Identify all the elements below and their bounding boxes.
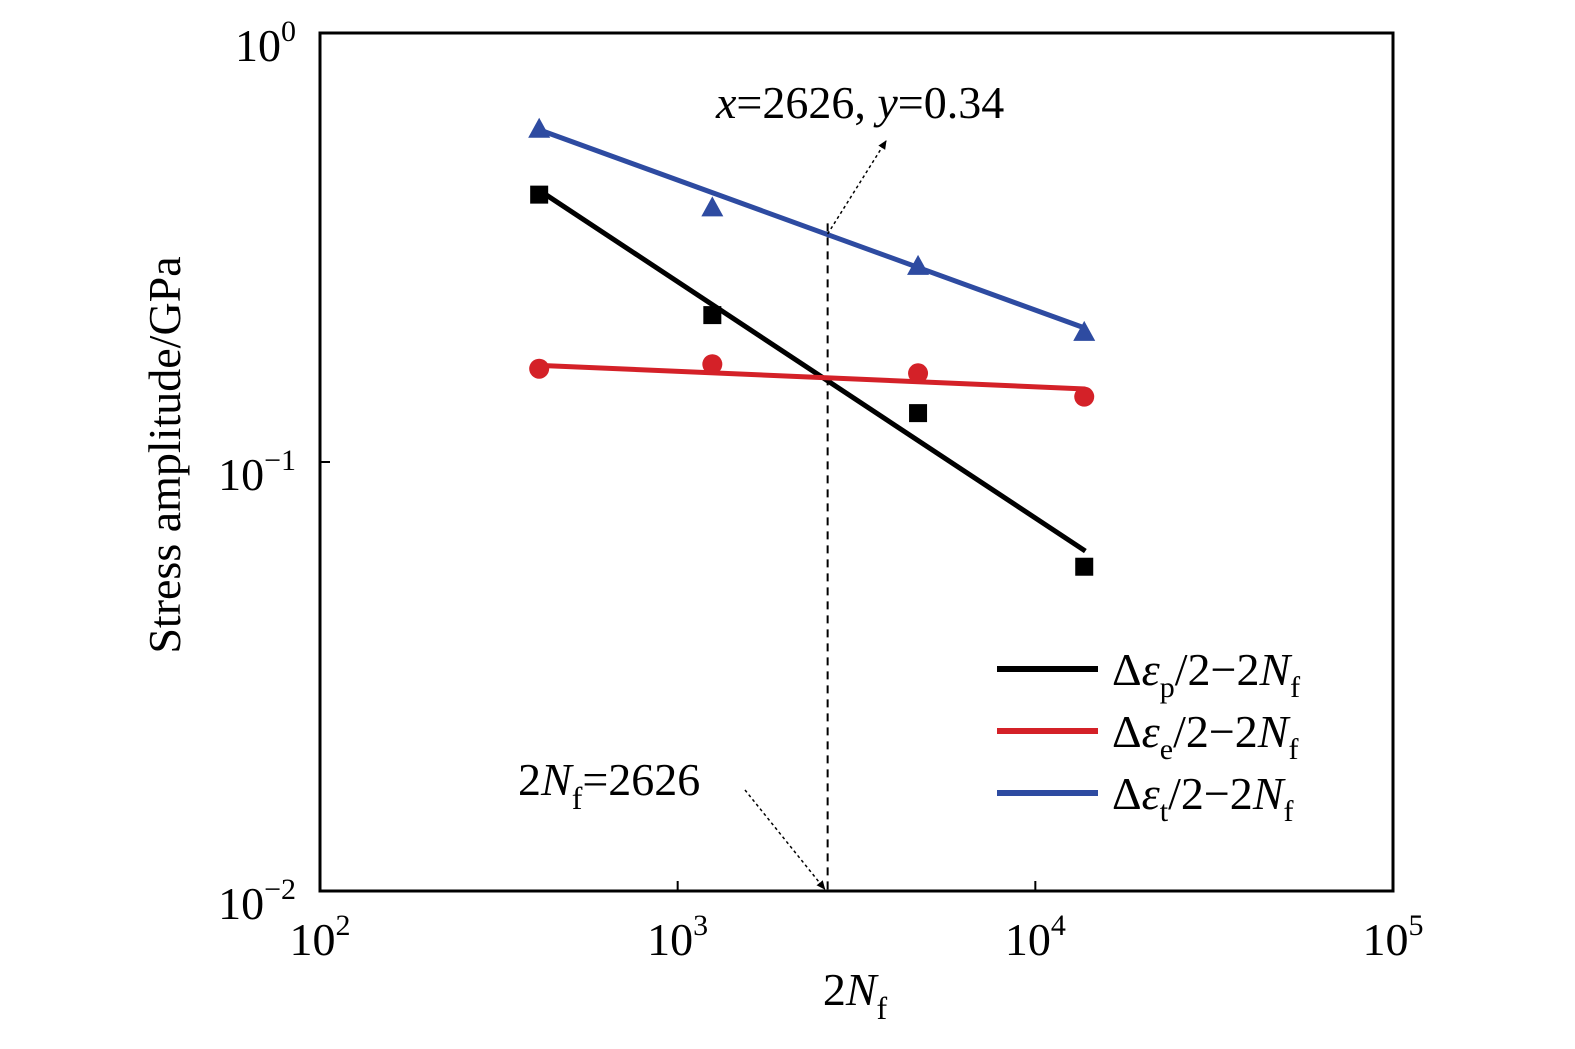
- data-point-triangle: [907, 254, 930, 275]
- y-tick-label: 10−1: [218, 444, 296, 500]
- fit-line-1: [539, 362, 1086, 392]
- data-markers: [528, 117, 1096, 576]
- data-point-triangle: [1073, 320, 1096, 341]
- data-point-square: [909, 404, 928, 423]
- x-tick-label: 103: [647, 909, 708, 965]
- x-axis-ticks: 102 103 104 105: [290, 881, 1424, 965]
- y-axis-ticks: 100 10−1 10−2: [218, 15, 330, 929]
- annotation-arrow-intersection: [826, 140, 887, 235]
- y-tick-label: 10−2: [218, 873, 296, 929]
- x-axis-title: 2Nf: [823, 964, 888, 1026]
- data-point-circle: [702, 354, 723, 375]
- x-tick-label: 105: [1363, 909, 1424, 965]
- data-point-circle: [1074, 386, 1095, 407]
- annotation-intersection: x=2626, y=0.34: [715, 77, 1004, 128]
- annotation-arrow-cycles: [744, 789, 826, 890]
- data-point-triangle: [701, 196, 724, 217]
- legend-label-2: Δεt/2−2Nf: [1112, 768, 1294, 828]
- legend-label-1: Δεe/2−2Nf: [1112, 706, 1298, 766]
- x-tick-label: 102: [290, 909, 351, 965]
- y-tick-label: 100: [235, 15, 296, 71]
- fit-line-2: [538, 127, 1087, 331]
- data-point-circle: [908, 363, 929, 384]
- data-point-square: [530, 185, 549, 204]
- legend-label-0: Δεp/2−2Nf: [1112, 644, 1300, 704]
- fit-line-0: [537, 188, 1087, 554]
- data-point-triangle: [528, 117, 551, 138]
- data-point-circle: [529, 358, 550, 379]
- data-point-square: [1075, 557, 1094, 576]
- data-point-square: [703, 306, 722, 325]
- annotation-cycles: 2Nf=2626: [518, 754, 700, 816]
- fit-lines: [537, 127, 1087, 554]
- plot-frame: [318, 31, 1395, 893]
- x-tick-label: 104: [1005, 909, 1066, 965]
- y-axis-title: Stress amplitude/GPa: [139, 256, 190, 653]
